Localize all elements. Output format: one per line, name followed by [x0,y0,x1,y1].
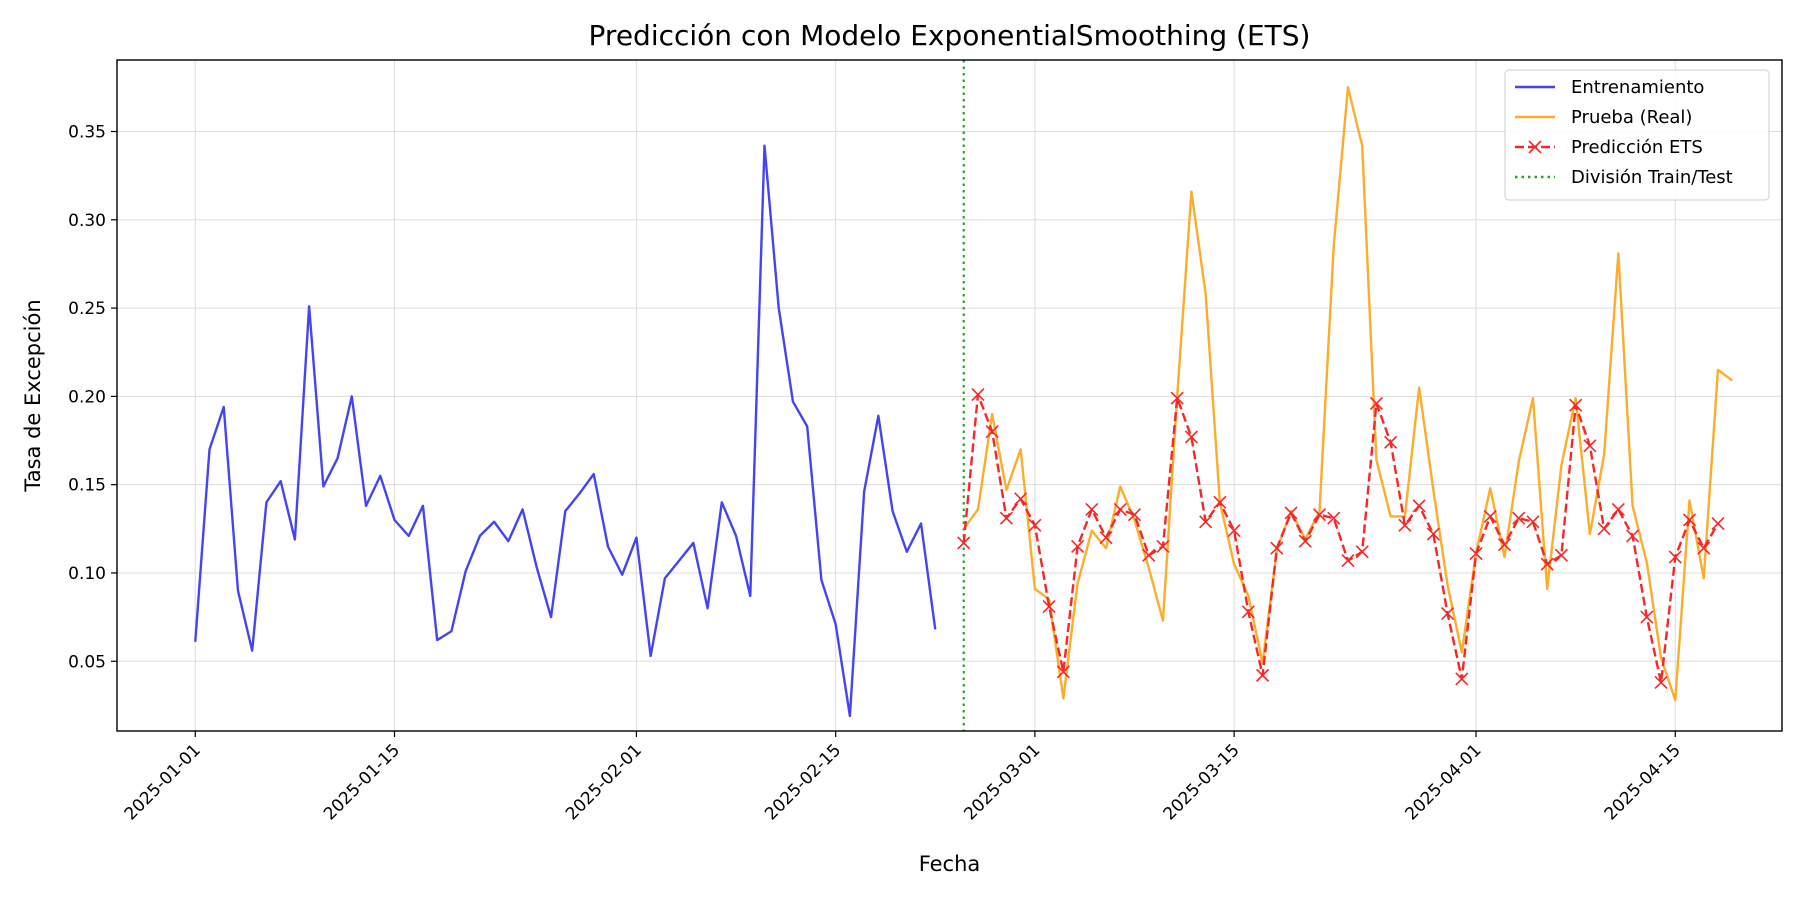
prediction-marker [1099,531,1113,545]
prediction-marker [1426,527,1440,541]
prediction-marker [1056,665,1070,679]
prediction-marker [1142,548,1156,562]
prediction-marker [985,425,999,439]
prediction-marker [1640,610,1654,624]
y-tick-label: 0.35 [68,123,106,143]
prediction-marker [1312,508,1327,522]
legend-label: Prueba (Real) [1571,107,1692,128]
prediction-marker [1113,502,1127,516]
prediction-marker [1554,548,1568,562]
prediction-marker [1597,522,1611,536]
prediction-marker [1483,509,1497,524]
prediction-marker [1270,541,1284,555]
series-layer [194,86,1733,718]
prediction-marker [1085,502,1099,516]
prediction-marker [1569,398,1583,412]
legend: Entrenamiento Prueba (Real) Predicción ETS… [1504,69,1770,201]
prediction-marker [1497,538,1512,552]
prediction-marker [1028,518,1042,532]
prediction-marker [1455,672,1469,686]
prediction-marker [1682,513,1697,527]
y-tick-label: 0.25 [68,299,106,319]
prediction-marker [1711,516,1725,531]
legend-label: División Train/Test [1571,167,1733,188]
prediction-marker [1284,506,1298,520]
prediction-marker [1341,554,1355,568]
y-tick-label: 0.10 [68,564,106,584]
test-line [962,86,1733,702]
prediction-marker [1298,534,1312,548]
prediction-marker [1127,508,1142,522]
prediction-marker [1384,435,1398,449]
x-axis-label: Fecha [919,852,981,876]
prediction-marker [1697,541,1711,555]
prediction-marker [1071,539,1085,554]
prediction-marker [1156,539,1170,554]
prediction-marker [1626,529,1640,543]
prediction-marker [1611,502,1625,516]
prediction-marker [1583,439,1597,453]
prediction-marker [1355,545,1369,559]
y-tick-label: 0.15 [68,476,106,496]
plot-frame [116,59,1783,732]
prediction-line [962,393,1719,684]
prediction-marker [1369,396,1383,411]
prediction-marker [1540,557,1554,571]
legend-label: Entrenamiento [1571,77,1704,98]
prediction-marker [1412,499,1426,513]
prediction-marker [1441,607,1455,621]
prediction-marker [1398,518,1412,532]
legend-label: Predicción ETS [1571,137,1703,158]
legend-box [1504,69,1770,201]
y-tick-label: 0.30 [68,211,106,231]
prediction-marker [1170,391,1184,405]
y-axis-ticks: 0.05 0.10 0.15 0.20 0.25 0.30 0.35 [68,123,117,672]
prediction-marker [1199,515,1213,529]
prediction-marker [1042,599,1056,614]
prediction-marker [1227,524,1241,538]
prediction-marker [999,511,1013,525]
prediction-marker [1014,492,1028,506]
prediction-marker [1469,546,1483,561]
prediction-marker [1213,495,1227,509]
training-line [194,144,937,718]
prediction-marker [1512,511,1526,525]
prediction-marker [971,388,985,402]
prediction-marker [1526,515,1540,529]
prediction-marker [1241,605,1255,619]
prediction-marker [1256,668,1270,682]
prediction-marker [1184,430,1198,444]
prediction-marker [1327,511,1341,525]
y-tick-label: 0.05 [68,652,106,672]
y-axis-label: Tasa de Excepción [21,299,45,492]
prediction-marker [1668,550,1682,564]
prediction-marker [1654,675,1668,690]
chart-title: Predicción con Modelo ExponentialSmoothi… [589,19,1311,52]
prediction-marker [957,536,971,550]
legend-marker [1528,140,1542,154]
y-tick-label: 0.20 [68,387,106,407]
